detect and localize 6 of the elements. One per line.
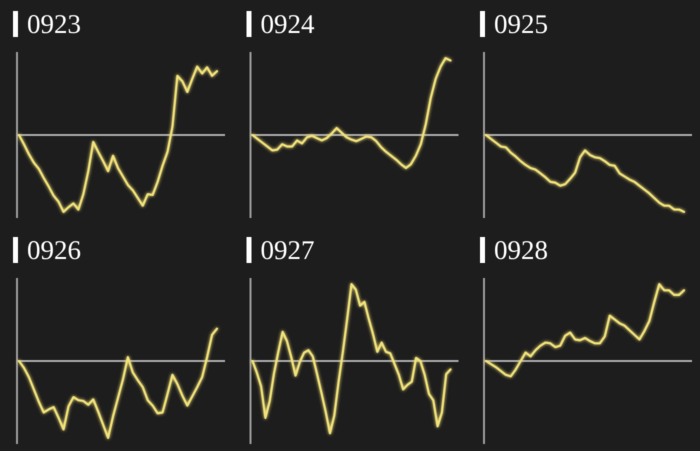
chart-title: 0927 (260, 235, 314, 265)
chart-title: 0925 (494, 9, 548, 39)
chart-title: 0928 (494, 235, 548, 265)
chart-title: 0926 (27, 235, 81, 265)
chart-title: 0924 (260, 9, 315, 39)
chart-title: 0923 (27, 9, 81, 39)
